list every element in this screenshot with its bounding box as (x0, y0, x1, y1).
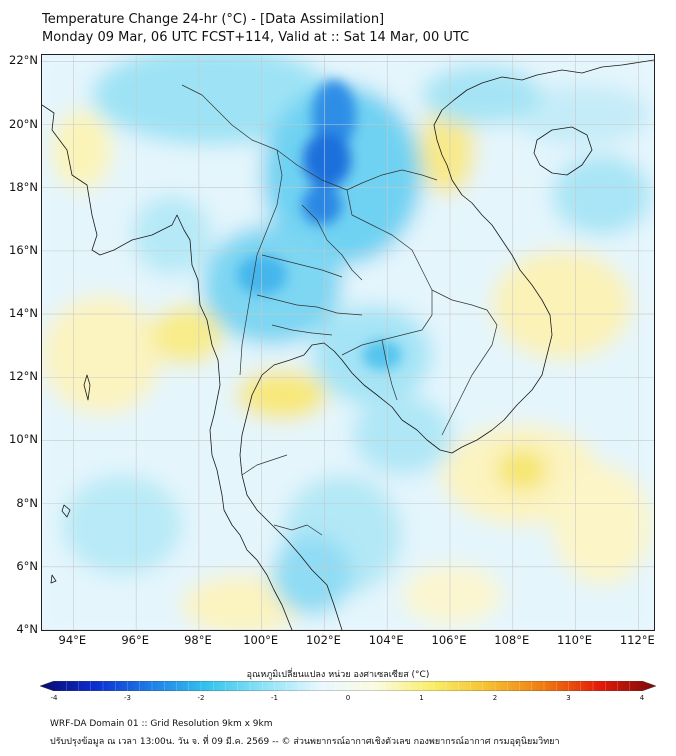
longitude-label: 104°E (368, 633, 404, 647)
colorbar-tick-label: 0 (345, 694, 351, 702)
latitude-label: 8°N (16, 495, 38, 510)
colorbar-tick-label: -2 (197, 694, 205, 702)
latitude-label: 6°N (16, 558, 38, 573)
longitude-label: 94°E (58, 633, 87, 647)
longitude-label: 112°E (619, 633, 655, 647)
longitude-label: 110°E (557, 633, 593, 647)
colorbar-tick-label: 1 (419, 694, 424, 702)
longitude-label: 100°E (243, 633, 279, 647)
latitude-label: 4°N (16, 622, 38, 636)
footer-resolution: WRF-DA Domain 01 :: Grid Resolution 9km … (50, 719, 273, 729)
footer-credit: ปรับปรุงข้อมูล ณ เวลา 13:00น. วัน จ. ที่… (50, 737, 560, 747)
borders (181, 84, 498, 536)
colorbar-tick-label: -4 (50, 694, 58, 702)
longitude-label: 102°E (305, 633, 341, 647)
colorbar-tick-label: 3 (566, 694, 571, 702)
latitude-label: 20°N (9, 116, 38, 131)
latitude-label: 12°N (9, 369, 38, 384)
latitude-label: 10°N (9, 432, 38, 447)
colorbar-title: อุณหภูมิเปลี่ยนแปลง หน่วย องศาเซลเซียส (… (246, 670, 430, 680)
map-panel (41, 54, 655, 631)
latitude-label: 16°N (9, 242, 38, 257)
temperature-change-map (42, 55, 654, 630)
chart-title: Temperature Change 24-hr (°C) - [Data As… (42, 12, 385, 27)
latitude-label: 14°N (9, 306, 38, 321)
colorbar (40, 681, 656, 691)
longitude-label: 106°E (431, 633, 467, 647)
latitude-label: 18°N (9, 179, 38, 194)
colorbar-ramp (40, 681, 656, 691)
longitude-label: 96°E (121, 633, 149, 647)
colorbar-tick-label: -1 (271, 694, 278, 702)
colorbar-tick-label: 2 (492, 694, 498, 702)
colorbar-tick-label: 4 (639, 694, 645, 702)
chart-subtitle: Monday 09 Mar, 06 UTC FCST+114, Valid at… (42, 30, 470, 45)
longitude-label: 98°E (184, 633, 212, 647)
coastlines (42, 59, 654, 630)
colorbar-tick-label: -3 (124, 694, 131, 702)
latitude-label: 22°N (9, 53, 38, 68)
longitude-label: 108°E (494, 633, 530, 647)
